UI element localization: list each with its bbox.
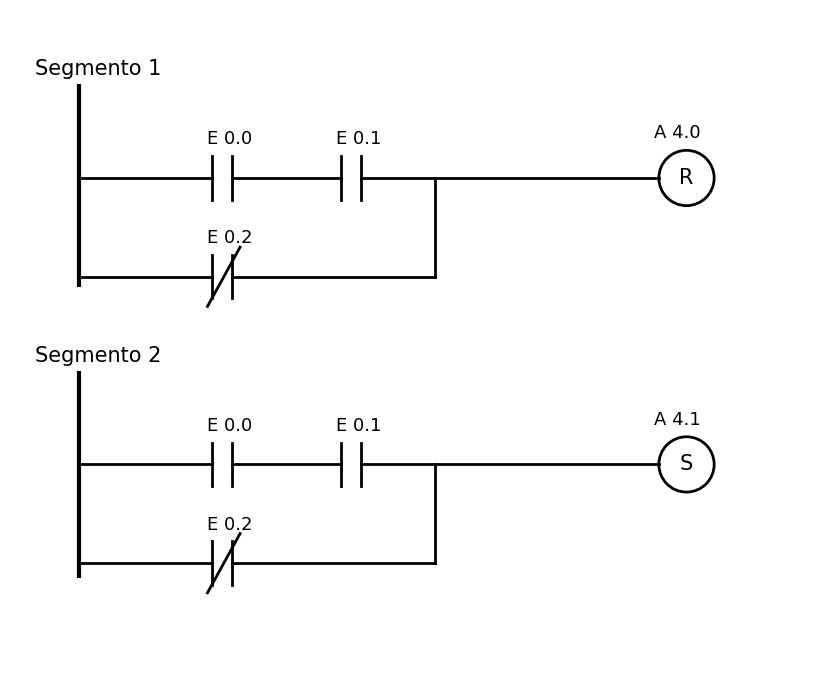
Text: R: R: [680, 168, 693, 188]
Text: E 0.1: E 0.1: [336, 130, 381, 148]
Text: Segmento 1: Segmento 1: [35, 59, 161, 80]
Text: E 0.0: E 0.0: [207, 130, 253, 148]
Text: E 0.2: E 0.2: [207, 516, 253, 533]
Text: Segmento 2: Segmento 2: [35, 346, 161, 366]
Text: A 4.0: A 4.0: [654, 124, 701, 143]
Text: E 0.0: E 0.0: [207, 417, 253, 435]
Text: E 0.1: E 0.1: [336, 417, 381, 435]
Text: S: S: [680, 454, 693, 475]
Text: E 0.2: E 0.2: [207, 229, 253, 247]
Text: A 4.1: A 4.1: [654, 411, 701, 429]
